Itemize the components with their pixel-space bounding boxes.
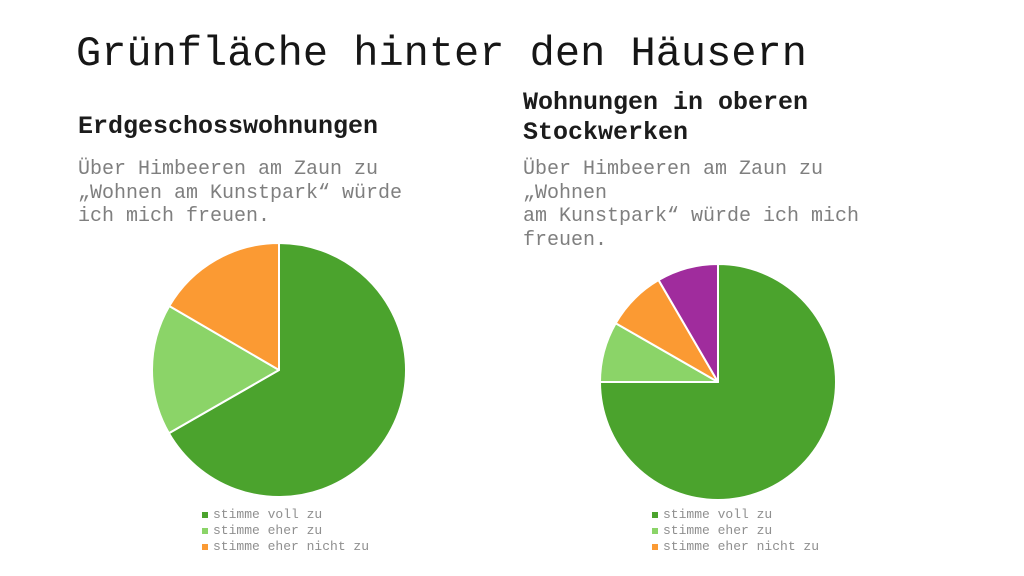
legend-color-swatch-icon <box>202 527 208 534</box>
legend-item: stimme voll zu <box>202 508 369 521</box>
legend-color-swatch-icon <box>652 527 658 534</box>
panel-question-erdgeschoss: Über Himbeeren am Zaun zu „Wohnen am Kun… <box>78 158 403 228</box>
legend-label: stimme eher zu <box>213 523 323 538</box>
legend-label: stimme voll zu <box>663 507 773 522</box>
panel-heading-obere-stockwerke: Wohnungen in oberen Stockwerken <box>523 88 809 147</box>
legend-erdgeschoss: stimme voll zu stimme eher zu stimme eher … <box>202 508 369 553</box>
legend-color-swatch-icon <box>652 543 658 550</box>
legend-obere-stockwerke: stimme voll zu stimme eher zu stimme eher … <box>652 508 819 553</box>
slide-title: Grünfläche hinter den Häusern <box>76 30 807 78</box>
pie-chart-erdgeschoss <box>150 241 408 499</box>
legend-color-swatch-icon <box>652 511 658 518</box>
pie-slice <box>167 242 407 498</box>
legend-item: stimme eher zu <box>652 524 819 537</box>
legend-color-swatch-icon <box>202 543 208 550</box>
legend-item: stimme voll zu <box>652 508 819 521</box>
legend-item: stimme eher zu <box>202 524 369 537</box>
legend-label: stimme eher nicht zu <box>213 539 370 554</box>
pie-chart-obere-stockwerke <box>598 262 838 502</box>
legend-label: stimme eher nicht zu <box>663 539 820 554</box>
pie-slice <box>168 242 280 371</box>
legend-item: stimme eher nicht zu <box>202 540 369 553</box>
legend-label: stimme voll zu <box>213 507 323 522</box>
pie-slice <box>151 305 280 435</box>
legend-label: stimme eher zu <box>663 523 773 538</box>
panel-heading-erdgeschoss: Erdgeschosswohnungen <box>78 112 379 141</box>
pie-slice <box>657 263 719 383</box>
legend-color-swatch-icon <box>202 511 208 518</box>
pie-slice <box>599 263 837 501</box>
panel-question-obere-stockwerke: Über Himbeeren am Zaun zu „Wohnen am Kun… <box>523 158 860 252</box>
legend-item: stimme eher nicht zu <box>652 540 819 553</box>
